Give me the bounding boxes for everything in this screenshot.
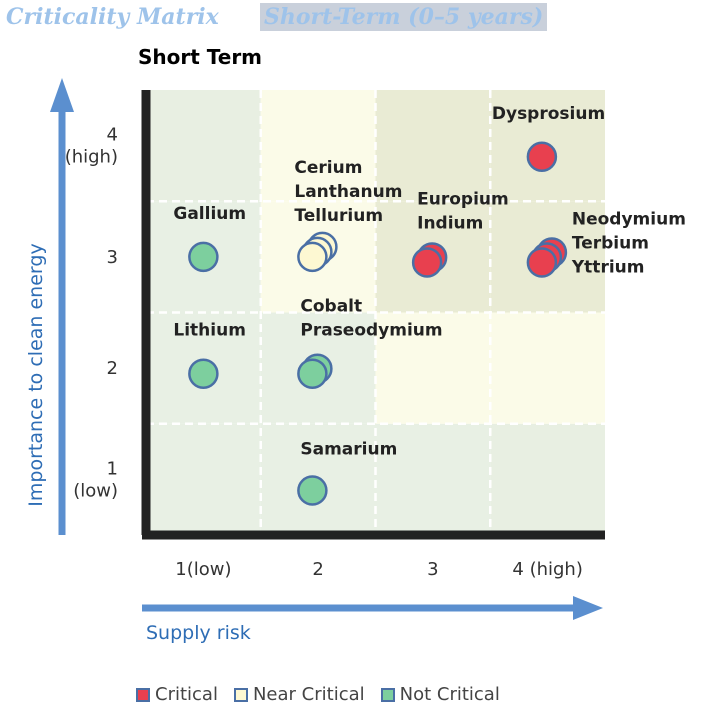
data-point-critical: [526, 247, 558, 278]
data-point-critical: [526, 141, 558, 172]
legend-label-not-critical: Not Critical: [399, 684, 500, 705]
point-label: Praseodymium: [300, 321, 442, 341]
legend-item-critical: Critical: [136, 684, 218, 705]
point-label: Cobalt: [300, 297, 362, 317]
y-axis-label: Importance to clean energy: [25, 243, 47, 506]
legend-label-critical: Critical: [155, 684, 218, 705]
data-point-not-critical: [188, 358, 219, 389]
header-subtitle-box: Short-Term (0–5 years): [260, 3, 548, 31]
y-tick-label: 4: [107, 125, 118, 146]
x-arrow-head: [573, 596, 603, 620]
x-axis-label: Supply risk: [146, 622, 251, 644]
y-tick-label: 2: [107, 358, 118, 379]
legend-swatch-near-critical: [233, 687, 248, 702]
y-tick-label: 1: [107, 458, 118, 479]
x-tick-label: 4 (high): [512, 559, 582, 580]
x-tick-label: 3: [427, 559, 438, 580]
matrix-cell: [490, 312, 605, 424]
point-label: Lanthanum: [294, 182, 402, 202]
y-tick-label: (high): [65, 147, 118, 168]
matrix-cell: [375, 423, 491, 535]
data-point-not-critical: [297, 475, 328, 506]
criticality-chart: Importance to clean energy Supply risk 1(l…: [25, 78, 686, 644]
matrix-cell: [490, 423, 605, 535]
legend-swatch-critical: [136, 687, 150, 702]
x-tick-label: 1(low): [175, 559, 231, 580]
matrix-cell: [146, 423, 261, 535]
matrix-cell: [260, 90, 376, 202]
x-tick-label: 2: [312, 559, 323, 580]
legend-item-not-critical: Not Critical: [380, 684, 500, 705]
point-label: Neodymium: [572, 209, 686, 229]
point-label: Dysprosium: [492, 104, 605, 124]
data-point-near-critical: [297, 241, 328, 273]
point-label: Cerium: [294, 158, 362, 178]
point-label: Terbium: [572, 233, 649, 253]
legend: Critical Near Critical Not Critical: [136, 684, 500, 705]
y-tick-label: (low): [73, 480, 118, 501]
header-title: Criticality Matrix: [6, 4, 219, 30]
data-point-critical: [411, 247, 443, 278]
legend-label-near-critical: Near Critical: [252, 684, 365, 705]
data-point-not-critical: [188, 241, 219, 273]
point-label: Europium: [417, 189, 509, 209]
y-tick-label: 3: [107, 247, 118, 268]
matrix-cell: [146, 90, 261, 202]
matrix-cell: [375, 312, 491, 424]
point-label: Yttrium: [571, 257, 645, 277]
point-label: Indium: [417, 213, 483, 233]
point-label: Lithium: [173, 321, 246, 341]
point-label: Tellurium: [294, 206, 383, 226]
data-point-not-critical: [297, 358, 328, 389]
matrix-cell: [375, 90, 491, 202]
legend-swatch-not-critical: [380, 687, 395, 702]
point-label: Gallium: [173, 204, 246, 224]
chart-title: Short Term: [138, 45, 263, 69]
legend-item-near-critical: Near Critical: [233, 684, 365, 705]
y-arrow-head: [50, 78, 74, 112]
point-label: Samarium: [300, 440, 397, 460]
